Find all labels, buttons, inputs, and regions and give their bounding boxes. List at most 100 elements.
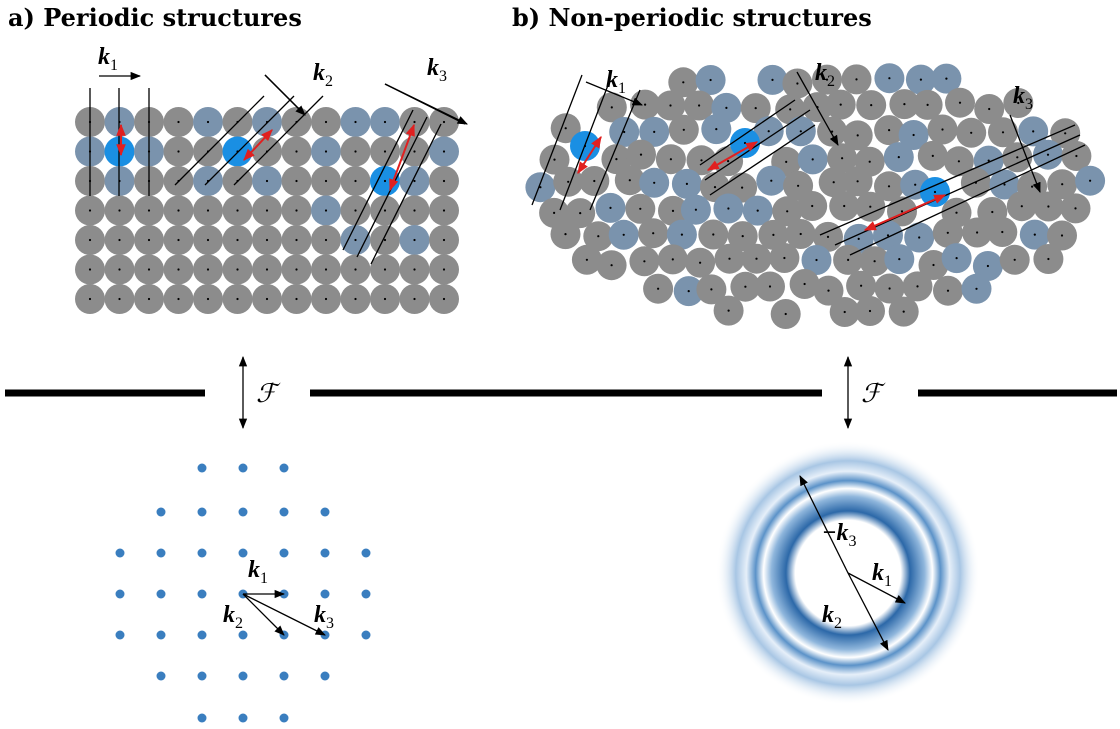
particle-center: [1047, 205, 1049, 207]
particle-center: [177, 239, 179, 241]
particle-center: [1047, 258, 1049, 260]
particle-center: [833, 181, 835, 183]
particle-center: [413, 298, 415, 300]
particle-center: [354, 298, 356, 300]
particle-center: [89, 209, 91, 211]
particle-center: [975, 288, 977, 290]
vector-symbol: k: [837, 520, 849, 546]
particle-center: [236, 239, 238, 241]
bragg-peak: [280, 508, 289, 517]
particle-center: [325, 298, 327, 300]
panel-a-title: a) Periodic structures: [8, 3, 302, 32]
bragg-peak: [239, 549, 248, 558]
bragg-peak: [321, 549, 330, 558]
vector-label: k2: [223, 602, 243, 632]
particle-center: [564, 233, 566, 235]
bragg-peak: [198, 714, 207, 723]
vector-symbol: k: [223, 602, 235, 628]
particle-center: [714, 186, 716, 188]
particle-center: [413, 268, 415, 270]
particle-center: [413, 239, 415, 241]
particle-center: [955, 212, 957, 214]
particle-center: [325, 121, 327, 123]
particle-center: [266, 298, 268, 300]
particle-center: [688, 290, 690, 292]
particle-center: [869, 310, 871, 312]
particle-center: [1021, 205, 1023, 207]
bragg-peak: [198, 631, 207, 640]
particle-center: [742, 235, 744, 237]
particle-center: [325, 268, 327, 270]
particle-center: [611, 106, 613, 108]
particle-center: [945, 78, 947, 80]
bragg-peak: [116, 590, 125, 599]
particle-center: [827, 236, 829, 238]
particle-center: [553, 159, 555, 161]
particle-center: [443, 268, 445, 270]
particle-center: [699, 262, 701, 264]
vector-index: 2: [325, 73, 333, 90]
particle-center: [295, 180, 297, 182]
particle-center: [812, 158, 814, 160]
bragg-peak: [362, 549, 371, 558]
vector-symbol: k: [822, 602, 834, 628]
vector-symbol: k: [815, 60, 827, 86]
particle-center: [916, 285, 918, 287]
particle-center: [941, 128, 943, 130]
particle-center: [354, 150, 356, 152]
particle-center: [443, 209, 445, 211]
particle-center: [1032, 130, 1034, 132]
particle-center: [827, 290, 829, 292]
bragg-peak: [157, 590, 166, 599]
particle-center: [858, 238, 860, 240]
particle-center: [384, 180, 386, 182]
particle-center: [797, 185, 799, 187]
vector-symbol: k: [1013, 83, 1025, 109]
particle-center: [840, 104, 842, 106]
particle-center: [148, 239, 150, 241]
vector-index: 3: [439, 68, 447, 85]
particle-center: [672, 210, 674, 212]
particle-center: [686, 183, 688, 185]
particle-center: [959, 102, 961, 104]
vector-index: 1: [884, 573, 892, 590]
particle-center: [118, 268, 120, 270]
particle-center: [870, 104, 872, 106]
particle-center: [757, 210, 759, 212]
particle-center: [744, 286, 746, 288]
particle-center: [772, 234, 774, 236]
particle-center: [1061, 234, 1063, 236]
particle-center: [207, 121, 209, 123]
particle-center: [615, 158, 617, 160]
particle-center: [443, 298, 445, 300]
particle-center: [266, 239, 268, 241]
particle-center: [698, 104, 700, 106]
particle-center: [785, 313, 787, 315]
particle-center: [384, 209, 386, 211]
bragg-peak: [239, 508, 248, 517]
bragg-peak: [198, 508, 207, 517]
bragg-peak: [157, 549, 166, 558]
particle-center: [1014, 259, 1016, 261]
particle-center: [843, 205, 845, 207]
particle-center: [681, 234, 683, 236]
particle-center: [579, 212, 581, 214]
particle-center: [295, 268, 297, 270]
particle-center: [177, 121, 179, 123]
particle-center: [623, 234, 625, 236]
particle-center: [898, 156, 900, 158]
bragg-peak: [157, 672, 166, 681]
particle-center: [712, 233, 714, 235]
particle-center: [991, 211, 993, 213]
particle-center: [768, 130, 770, 132]
reciprocal-lattice: [116, 464, 371, 723]
particle-center: [325, 209, 327, 211]
particle-center: [715, 128, 717, 130]
vector-index: 2: [834, 615, 842, 632]
bragg-peak: [280, 714, 289, 723]
particle-center: [207, 298, 209, 300]
vector-index: 3: [849, 533, 857, 550]
particle-center: [653, 131, 655, 133]
particle-center: [811, 205, 813, 207]
particle-center: [755, 107, 757, 109]
